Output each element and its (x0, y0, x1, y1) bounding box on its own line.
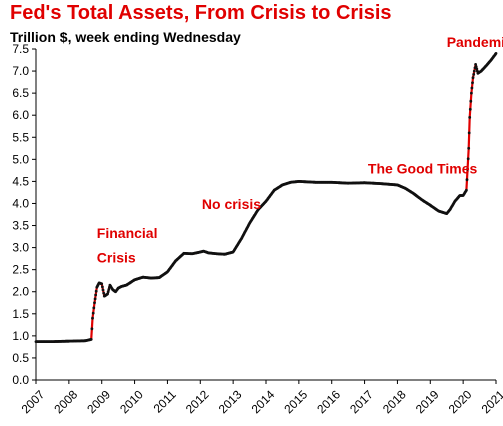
data-point (465, 188, 468, 192)
data-point (494, 52, 498, 55)
y-tick-label: 7.5 (12, 42, 29, 56)
x-axis: 2007 2008 2009 2010 2011 2012 2013 2014 2015 2016… (19, 379, 503, 416)
data-point (469, 99, 473, 103)
x-tick-label: 2012 (183, 387, 212, 416)
annotations: Financial Crisis No crisis The Good Times Pa… (97, 34, 503, 266)
data-point (102, 291, 106, 295)
data-point (94, 293, 97, 297)
y-axis: 0.0 0.5 1.0 1.5 2.0 2.5 3.0 3.5 4.0 4.5 5.0 5.5 6.0 6… (12, 42, 37, 387)
y-tick-label: 5.5 (12, 130, 29, 144)
x-tick-label: 2020 (446, 387, 475, 416)
x-tick-label: 2017 (347, 387, 376, 416)
y-tick-label: 0.0 (12, 373, 29, 387)
y-tick-label: 3.5 (12, 219, 29, 233)
x-tick-label: 2018 (380, 387, 409, 416)
x-tick-label: 2010 (117, 387, 146, 416)
data-point (91, 316, 94, 320)
data-point (89, 338, 93, 341)
data-point (106, 292, 109, 296)
data-point (101, 285, 104, 289)
series-line (36, 52, 497, 343)
chart-subtitle: Trillion $, week ending Wednesday (10, 29, 241, 45)
data-point (465, 178, 469, 182)
data-point (91, 311, 95, 315)
x-tick-label: 2011 (151, 387, 179, 415)
series-group (34, 52, 498, 343)
series-markers (34, 52, 498, 343)
annotation-label: Crisis (97, 250, 136, 266)
data-point (471, 81, 474, 85)
x-tick-label: 2013 (216, 387, 245, 416)
x-tick-label: 2015 (281, 387, 310, 416)
data-point (93, 297, 97, 301)
annotation-label: Pandemic (447, 34, 503, 50)
data-point (472, 73, 476, 76)
data-point (467, 146, 471, 150)
y-tick-label: 1.5 (12, 307, 29, 321)
x-tick-label: 2014 (249, 387, 278, 416)
y-tick-label: 5.0 (12, 152, 29, 166)
y-tick-label: 6.5 (12, 86, 29, 100)
y-tick-label: 4.5 (12, 174, 29, 188)
data-point (470, 91, 473, 95)
data-point (466, 167, 469, 171)
data-point (468, 107, 472, 111)
data-point (475, 67, 479, 71)
data-point (470, 86, 474, 90)
x-tick-label: 2007 (19, 387, 48, 416)
y-tick-label: 7.0 (12, 64, 29, 78)
x-tick-label: 2008 (51, 387, 80, 416)
data-point (474, 65, 478, 69)
data-point (466, 157, 470, 161)
x-tick-label: 2021 (479, 387, 503, 416)
x-tick-label: 2019 (413, 387, 442, 416)
annotation-label: Financial (97, 225, 158, 241)
y-tick-label: 2.0 (12, 285, 29, 299)
y-tick-label: 3.0 (12, 241, 29, 255)
y-tick-label: 1.0 (12, 329, 29, 343)
data-point (471, 76, 475, 80)
data-point (107, 288, 111, 291)
data-point (474, 63, 477, 66)
data-point (468, 116, 472, 119)
data-point (94, 289, 98, 293)
data-point (90, 327, 94, 331)
data-point (93, 301, 96, 305)
data-point (100, 282, 104, 286)
annotation-label: No crisis (202, 196, 261, 212)
chart-title: Fed's Total Assets, From Crisis to Crisi… (10, 2, 392, 24)
data-point (101, 288, 105, 292)
data-point (106, 290, 110, 294)
x-tick-label: 2016 (314, 387, 343, 416)
y-tick-label: 4.0 (12, 196, 29, 210)
y-tick-label: 2.5 (12, 263, 29, 277)
annotation-label: The Good Times (368, 161, 478, 177)
y-tick-label: 0.5 (12, 351, 29, 365)
data-point (472, 69, 476, 73)
data-point (467, 131, 471, 135)
data-point (92, 306, 96, 310)
y-tick-label: 6.0 (12, 108, 29, 122)
x-tick-label: 2009 (84, 387, 113, 416)
